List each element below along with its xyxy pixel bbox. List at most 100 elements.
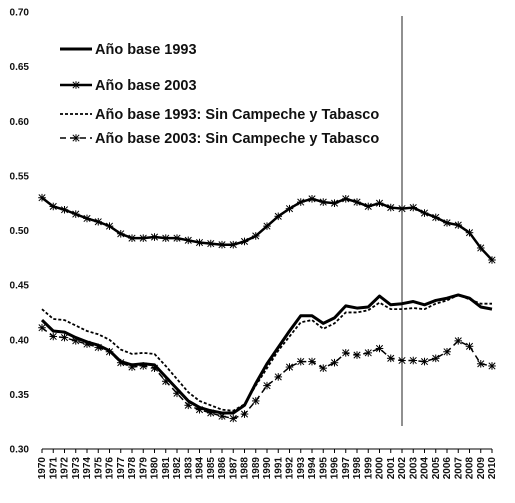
series-line-3 — [41, 294, 492, 412]
x-axis-tick-labels: 1970 1971 1972 1973 1974 1975 1976 1977 1978 1979… — [37, 449, 498, 479]
y-axis-tick-labels: 0.30 0.35 0.40 0.45 0.50 0.55 0.60 0.65 0.70 — [10, 8, 30, 456]
series-2-point — [150, 233, 159, 241]
x-tick-label: 1974 — [82, 457, 93, 480]
series-4-point — [443, 347, 451, 356]
series-4-point — [229, 414, 238, 423]
x-tick-label: 1977 — [116, 457, 127, 480]
series-4-point — [375, 344, 384, 353]
legend-label-2: Año base 2003 — [95, 78, 197, 94]
series-line-4 — [41, 327, 493, 420]
series-2-point — [184, 236, 193, 245]
x-tick-label: 1971 — [48, 457, 59, 480]
series-2-point — [240, 237, 249, 246]
series-4-point — [330, 358, 339, 367]
x-tick-label: 2001 — [386, 457, 397, 480]
x-tick-label: 2003 — [408, 457, 419, 480]
series-2-point — [488, 256, 496, 264]
series-2-point — [274, 212, 283, 221]
series-2-point — [364, 202, 373, 211]
series-2-point — [296, 198, 305, 206]
series-4-point — [184, 401, 193, 410]
x-tick-label: 1994 — [307, 457, 318, 480]
series-2-point — [71, 210, 80, 218]
x-tick-label: 1998 — [352, 457, 363, 480]
series-2-point — [139, 234, 148, 242]
x-tick-label: 1995 — [318, 457, 329, 480]
series-4-point — [420, 357, 429, 366]
x-tick-label: 1992 — [285, 457, 296, 480]
series-2-point — [375, 199, 384, 207]
series-2-point — [431, 213, 440, 222]
series-2-point — [353, 198, 361, 206]
series-2-point — [319, 198, 328, 206]
series-4-point — [319, 364, 328, 372]
series-layer — [38, 193, 496, 423]
series-4-point — [341, 349, 350, 357]
legend-label-1: Año base 1993 — [95, 42, 197, 58]
x-tick-label: 1970 — [37, 457, 48, 480]
series-2-point — [398, 204, 406, 213]
series-4-point — [83, 340, 91, 348]
x-tick-label: 2000 — [375, 457, 386, 480]
series-4-point — [488, 362, 496, 370]
series-4-point — [240, 410, 249, 418]
series-2-point — [195, 238, 204, 247]
series-2-point — [94, 217, 103, 226]
x-tick-label: 1987 — [228, 457, 239, 480]
y-tick-label: 0.40 — [10, 335, 30, 346]
series-2-point — [285, 204, 294, 213]
legend-marker-2 — [72, 81, 80, 89]
series-4-point — [308, 357, 316, 366]
series-4-point — [173, 389, 181, 398]
x-tick-label: 1972 — [60, 457, 71, 480]
y-tick-label: 0.65 — [10, 62, 30, 73]
x-tick-label: 1986 — [217, 457, 228, 480]
x-tick-label: 1978 — [127, 457, 138, 480]
series-2-point — [161, 234, 170, 242]
legend-marker-4 — [72, 134, 80, 142]
x-tick-label: 1999 — [363, 457, 374, 480]
series-2-point — [308, 195, 316, 203]
x-tick-label: 2010 — [487, 457, 498, 480]
series-4-point — [364, 349, 373, 357]
series-4-point — [476, 359, 485, 368]
x-tick-label: 2007 — [453, 457, 464, 480]
x-tick-label: 2008 — [465, 457, 476, 480]
series-4-point — [274, 373, 283, 381]
series-4-point — [71, 337, 80, 345]
y-tick-label: 0.50 — [10, 226, 30, 237]
series-4-point — [206, 409, 215, 417]
x-tick-label: 1983 — [183, 457, 194, 480]
series-4-point — [150, 364, 159, 372]
series-2-point — [128, 234, 136, 242]
series-4-point — [38, 323, 46, 332]
series-2-point — [60, 205, 69, 214]
y-tick-label: 0.30 — [10, 445, 30, 456]
x-tick-label: 2006 — [442, 457, 453, 480]
series-2-point — [49, 202, 58, 211]
series-4-point — [386, 354, 395, 363]
series-4-point — [116, 358, 125, 367]
x-tick-label: 1991 — [273, 457, 284, 480]
series-2-point — [229, 240, 238, 249]
x-tick-label: 1989 — [251, 457, 262, 480]
legend: Año base 1993 Año base 2003 Año base 1993:… — [60, 42, 379, 147]
series-2-point — [263, 222, 271, 230]
series-4-point — [195, 405, 204, 414]
x-tick-label: 1984 — [195, 457, 206, 480]
series-2-point — [83, 214, 91, 223]
x-tick-label: 1993 — [296, 457, 307, 480]
x-tick-label: 2004 — [420, 457, 431, 480]
series-2-point — [386, 203, 395, 212]
x-tick-label: 2005 — [431, 457, 442, 480]
series-4-point — [454, 337, 463, 345]
series-4-point — [353, 351, 361, 359]
series-4-point — [60, 333, 69, 342]
series-2-point — [105, 222, 114, 230]
series-4-point — [296, 357, 305, 366]
series-2-point — [341, 195, 350, 203]
series-2-point — [476, 244, 485, 252]
x-tick-label: 1979 — [138, 457, 149, 480]
series-4-point — [465, 342, 474, 351]
